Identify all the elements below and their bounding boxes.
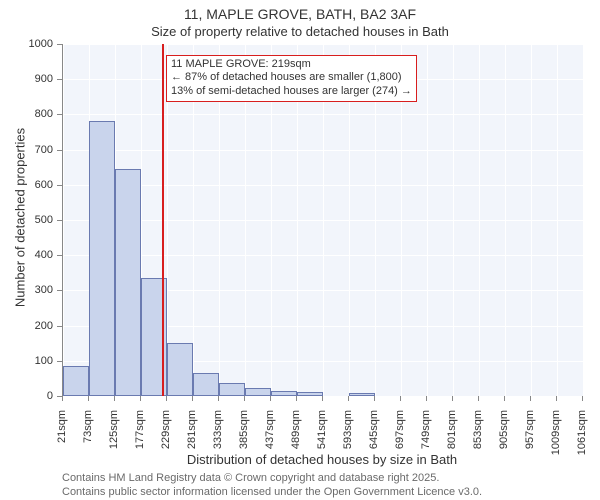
xtick-label: 957sqm [524,410,536,458]
xtick-label: 21sqm [56,410,68,458]
ytick-mark [57,220,62,221]
annotation-box: 11 MAPLE GROVE: 219sqm← 87% of detached … [166,55,417,102]
ytick-mark [57,44,62,45]
footer-line-1: Contains HM Land Registry data © Crown c… [62,472,439,484]
histogram-bar [271,391,297,396]
ytick-mark [57,255,62,256]
xtick-label: 853sqm [472,410,484,458]
annotation-line-2: ← 87% of detached houses are smaller (1,… [171,71,412,85]
ytick-mark [57,290,62,291]
annotation-line-1: 11 MAPLE GROVE: 219sqm [171,58,412,72]
histogram-bar [219,383,245,396]
ytick-mark [57,150,62,151]
xtick-mark [218,396,219,401]
xtick-mark [296,396,297,401]
xtick-label: 281sqm [186,410,198,458]
xtick-label: 229sqm [160,410,172,458]
xtick-label: 437sqm [264,410,276,458]
histogram-bar [245,388,271,396]
gridline-h [63,396,583,397]
chart-title: 11, MAPLE GROVE, BATH, BA2 3AF [0,6,600,22]
ytick-mark [57,326,62,327]
ytick-mark [57,185,62,186]
ytick-label: 200 [0,320,53,332]
xtick-label: 905sqm [498,410,510,458]
ytick-label: 500 [0,214,53,226]
xtick-label: 541sqm [316,410,328,458]
xtick-mark [374,396,375,401]
histogram-bar [115,169,141,396]
ytick-label: 1000 [0,38,53,50]
gridline-v [505,44,506,396]
footer-line-2: Contains public sector information licen… [62,486,482,498]
xtick-mark [114,396,115,401]
xtick-label: 125sqm [108,410,120,458]
plot-area: 11 MAPLE GROVE: 219sqm← 87% of detached … [62,44,583,397]
gridline-v [63,44,64,396]
xtick-label: 593sqm [342,410,354,458]
xtick-mark [348,396,349,401]
xtick-mark [400,396,401,401]
ytick-label: 700 [0,144,53,156]
xtick-label: 801sqm [446,410,458,458]
marker-line [162,44,164,396]
xtick-mark [582,396,583,401]
ytick-mark [57,79,62,80]
gridline-v [531,44,532,396]
xtick-mark [322,396,323,401]
xtick-label: 645sqm [368,410,380,458]
ytick-label: 0 [0,390,53,402]
xtick-label: 749sqm [420,410,432,458]
gridline-v [427,44,428,396]
xtick-label: 385sqm [238,410,250,458]
ytick-label: 100 [0,355,53,367]
xtick-mark [452,396,453,401]
gridline-v [557,44,558,396]
xtick-label: 73sqm [82,410,94,458]
xtick-mark [62,396,63,401]
xtick-label: 697sqm [394,410,406,458]
histogram-bar [297,392,323,396]
histogram-bar [349,393,375,396]
chart-subtitle: Size of property relative to detached ho… [0,24,600,39]
chart-container: 11, MAPLE GROVE, BATH, BA2 3AF Size of p… [0,0,600,500]
xtick-mark [166,396,167,401]
xtick-label: 177sqm [134,410,146,458]
gridline-v [479,44,480,396]
xtick-mark [192,396,193,401]
xtick-mark [426,396,427,401]
histogram-bar [89,121,115,396]
ytick-label: 400 [0,249,53,261]
gridline-v [453,44,454,396]
ytick-label: 900 [0,73,53,85]
xtick-mark [140,396,141,401]
xtick-mark [88,396,89,401]
xtick-label: 1009sqm [550,410,562,458]
xtick-label: 1061sqm [576,410,588,458]
xtick-mark [270,396,271,401]
xtick-mark [504,396,505,401]
ytick-label: 600 [0,179,53,191]
histogram-bar [167,343,193,396]
xtick-mark [530,396,531,401]
gridline-v [583,44,584,396]
xtick-mark [244,396,245,401]
ytick-label: 800 [0,108,53,120]
ytick-mark [57,114,62,115]
xtick-mark [478,396,479,401]
ytick-mark [57,361,62,362]
histogram-bar [63,366,89,396]
xtick-label: 333sqm [212,410,224,458]
xtick-mark [556,396,557,401]
ytick-label: 300 [0,284,53,296]
histogram-bar [193,373,219,396]
xtick-label: 489sqm [290,410,302,458]
annotation-line-3: 13% of semi-detached houses are larger (… [171,85,412,99]
